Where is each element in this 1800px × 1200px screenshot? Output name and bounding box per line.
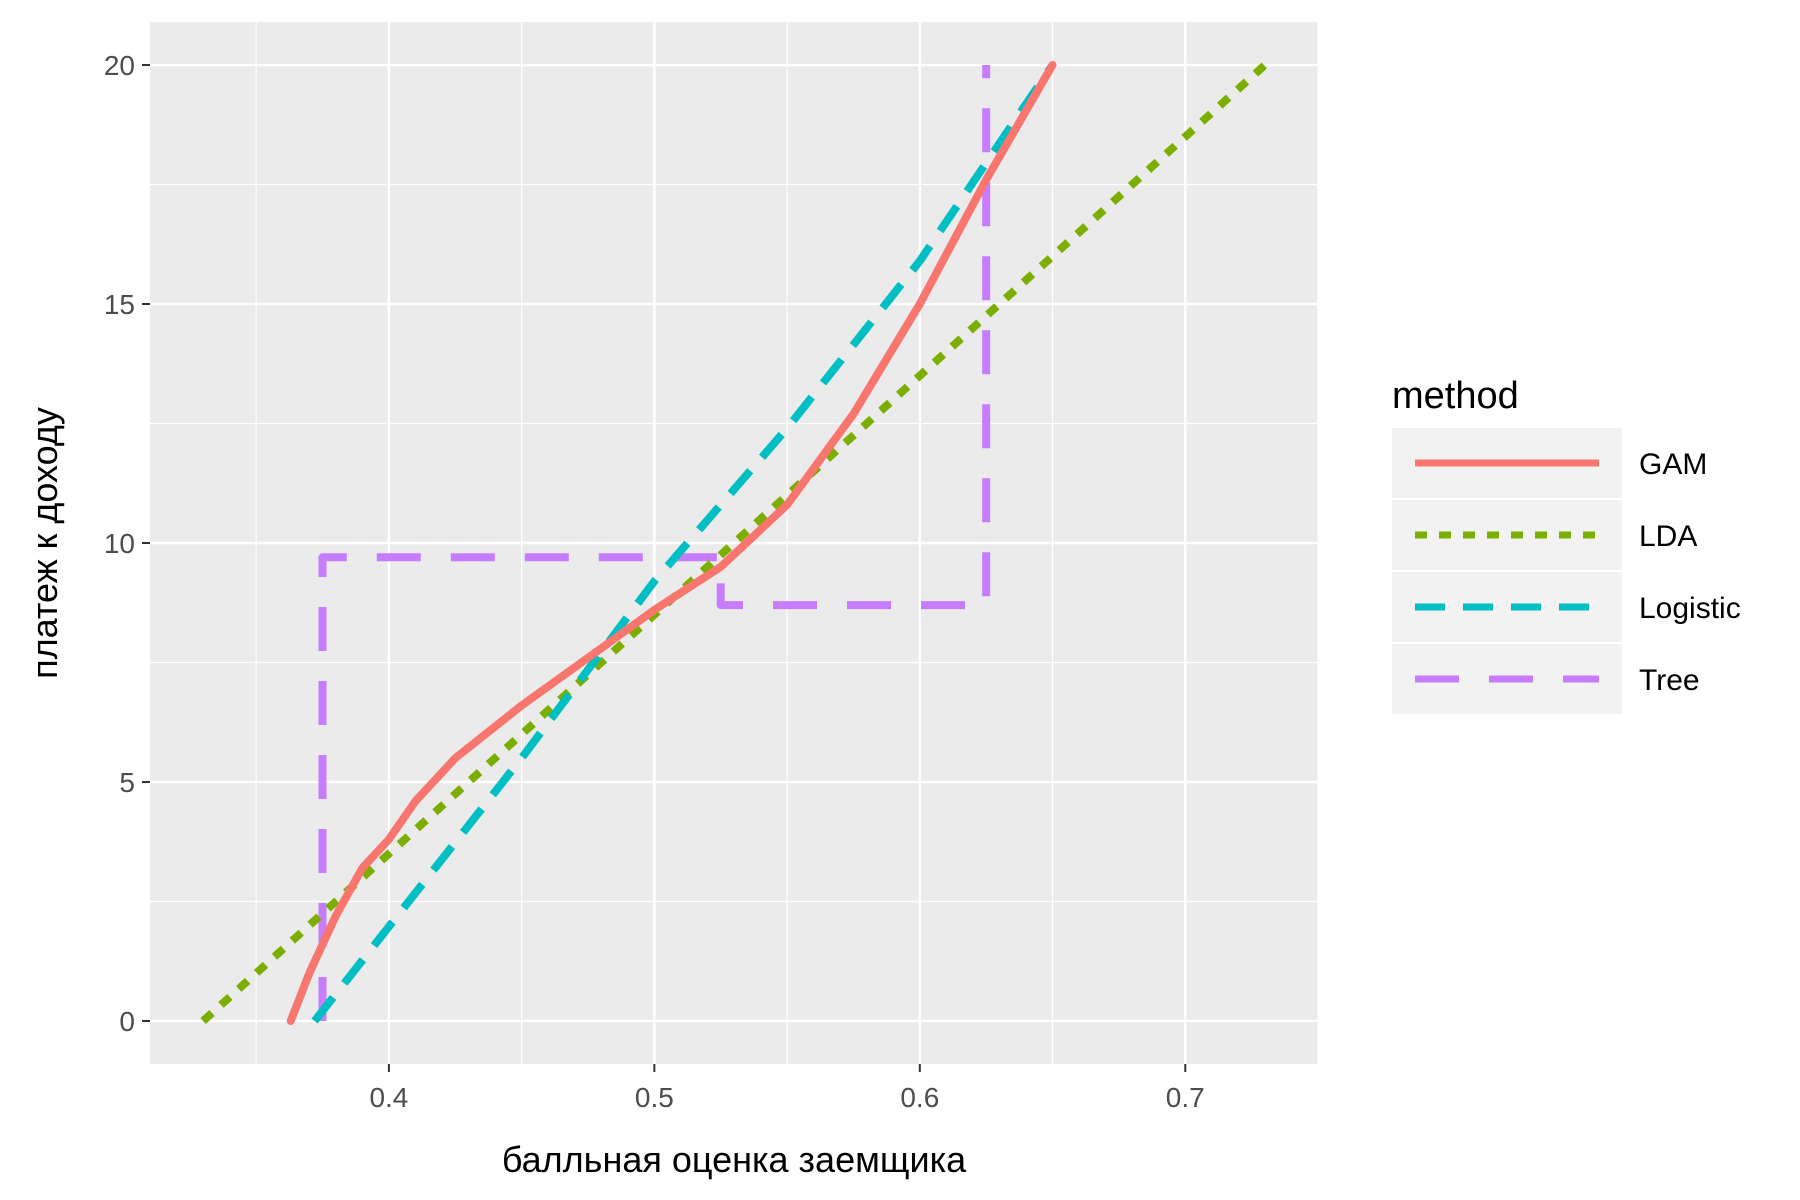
y-axis: 0 5 10 15 20 <box>104 50 150 1037</box>
y-axis-title: платеж к доходу <box>24 407 65 679</box>
series-layer <box>200 61 1268 1025</box>
legend-title: method <box>1392 375 1519 417</box>
y-tick-label: 10 <box>104 528 135 559</box>
legend-label: LDA <box>1639 520 1697 553</box>
legend: method GAM LDA Logistic Tree <box>1392 375 1741 714</box>
x-tick-label: 0.6 <box>900 1082 939 1113</box>
legend-label: Logistic <box>1639 592 1741 625</box>
series-line-logistic <box>311 62 1056 1024</box>
x-axis-title: балльная оценка заемщика <box>502 1139 967 1180</box>
series-line-tree <box>318 65 991 1021</box>
x-axis: 0.4 0.5 0.6 0.7 <box>369 1064 1205 1113</box>
x-tick-label: 0.5 <box>635 1082 674 1113</box>
x-tick-label: 0.4 <box>369 1082 408 1113</box>
y-tick-label: 20 <box>104 50 135 81</box>
series-line-gam <box>286 61 1057 1025</box>
x-tick-label: 0.7 <box>1166 1082 1205 1113</box>
legend-label: GAM <box>1639 448 1707 481</box>
major-gridlines <box>150 22 1318 1064</box>
legend-label: Tree <box>1639 664 1700 697</box>
y-tick-label: 15 <box>104 289 135 320</box>
y-tick-label: 0 <box>119 1006 135 1037</box>
y-tick-label: 5 <box>119 767 135 798</box>
